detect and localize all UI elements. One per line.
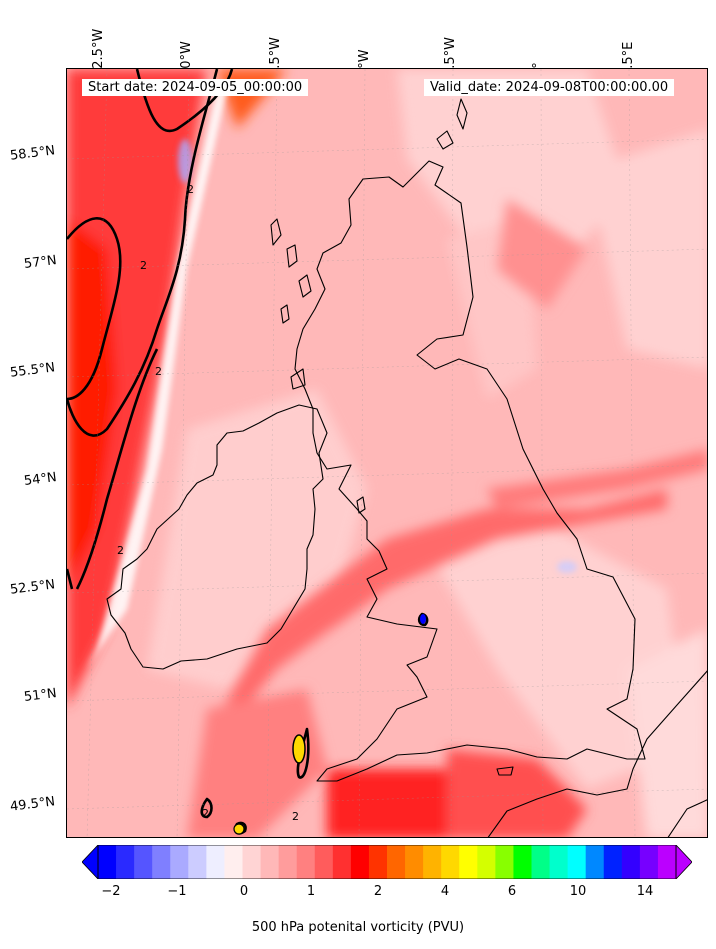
colorbar-segment (224, 845, 243, 879)
colorbar-segment (441, 845, 460, 879)
colorbar-segment (98, 845, 117, 879)
colorbar-segment (477, 845, 496, 879)
colorbar-segment (387, 845, 406, 879)
pv-high-blob (292, 734, 306, 764)
colorbar-label: 500 hPa potenital vorticity (PVU) (251, 920, 465, 935)
lat-label-58.5n: 58.5°N (9, 143, 56, 164)
contour-label: 2 (140, 259, 147, 272)
colorbar-segment (621, 845, 641, 879)
colorbar-segment (134, 845, 153, 879)
colorbar-segment (368, 845, 388, 879)
contour-label: 2 (202, 807, 209, 820)
contour-label: 2 (187, 183, 194, 196)
colorbar-segment (603, 845, 623, 879)
contour-label: 2 (155, 365, 162, 378)
contour-labels: 2 2 2 2 2 2 (117, 183, 299, 823)
lat-label-52.5n: 52.5°N (9, 577, 56, 598)
start-date-label: Start date: 2024-09-05_00:00:00 (82, 79, 309, 96)
colorbar-tick: 6 (507, 884, 517, 899)
colorbar-tick: 2 (373, 884, 383, 899)
colorbar-segment (332, 845, 352, 879)
colorbar-segment (296, 845, 316, 879)
graticule (67, 69, 707, 837)
pv-low-blob (420, 614, 426, 624)
colorbar-tick: −1 (167, 884, 187, 899)
colorbar-segment (639, 845, 659, 879)
colorbar-segment (206, 845, 225, 879)
colorbar-segment (350, 845, 370, 879)
pv-field-light (147, 69, 707, 837)
colorbar (82, 845, 692, 879)
pv-contour-2 (67, 69, 429, 835)
colorbar-segment (314, 845, 334, 879)
contour-label: 2 (117, 544, 124, 557)
colorbar-tick: −2 (101, 884, 121, 899)
colorbar-segments (98, 845, 677, 879)
colorbar-segment (242, 845, 262, 879)
map-panel[interactable]: 2 2 2 2 2 2 (66, 68, 708, 838)
colorbar-tick: 1 (306, 884, 316, 899)
colorbar-segment (423, 845, 442, 879)
valid-date-label: Valid_date: 2024-09-08T00:00:00.00 (424, 79, 675, 96)
pv-high-blob (233, 823, 245, 835)
colorbar-segment (459, 845, 478, 879)
colorbar-segment (170, 845, 189, 879)
colorbar-tick: 14 (636, 884, 654, 899)
coastlines (106, 98, 707, 837)
colorbar-segment (657, 845, 677, 879)
colorbar-segment (549, 845, 569, 879)
colorbar-max-arrow (675, 845, 692, 879)
colorbar-segment (531, 845, 551, 879)
colorbar-min-arrow (82, 845, 99, 879)
colorbar-segment (152, 845, 171, 879)
colorbar-segment (513, 845, 532, 879)
colorbar-outline (97, 845, 677, 879)
lat-label-54n: 54°N (23, 470, 58, 489)
lat-label-57n: 57°N (23, 253, 58, 272)
colorbar-segment (585, 845, 605, 879)
lat-label-49.5n: 49.5°N (9, 794, 56, 815)
colorbar-segment (116, 845, 135, 879)
colorbar-segment (188, 845, 207, 879)
contour-label: 2 (292, 810, 299, 823)
colorbar-tick: 10 (569, 884, 587, 899)
lat-label-51n: 51°N (23, 686, 58, 705)
colorbar-tick: 4 (440, 884, 450, 899)
lat-label-55.5n: 55.5°N (9, 360, 56, 381)
colorbar-segment (260, 845, 280, 879)
colorbar-segment (405, 845, 424, 879)
colorbar-tick: 0 (239, 884, 249, 899)
colorbar-segment (567, 845, 587, 879)
colorbar-segment (495, 845, 514, 879)
colorbar-segment (278, 845, 298, 879)
pv-field-gap (87, 89, 577, 669)
pv-map: 2 2 2 2 2 2 (67, 69, 707, 837)
